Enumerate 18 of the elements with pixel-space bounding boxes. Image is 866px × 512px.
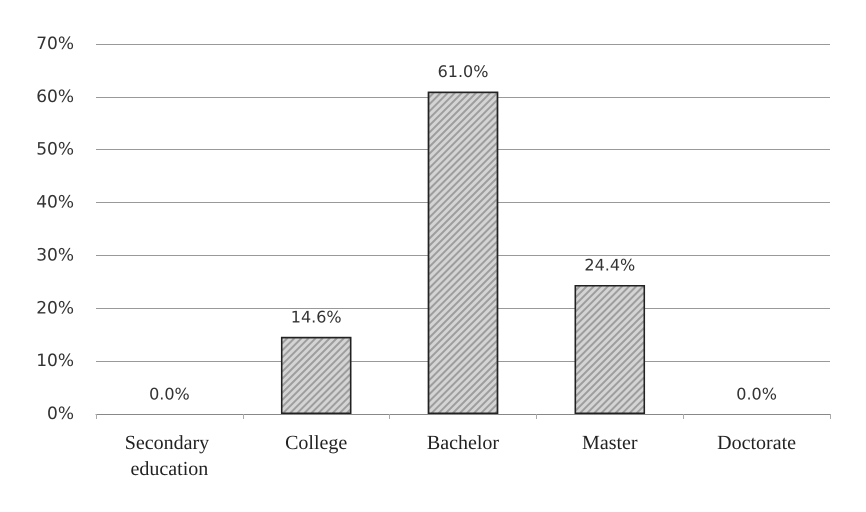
y-tick-label: 50% bbox=[36, 140, 74, 160]
x-tick-label: Doctorate bbox=[717, 432, 796, 454]
data-label: 0.0% bbox=[736, 384, 777, 404]
x-tick-label: Master bbox=[582, 432, 638, 454]
y-tick-label: 10% bbox=[36, 351, 74, 372]
data-label: 0.0% bbox=[149, 384, 190, 404]
y-tick-label: 70% bbox=[36, 34, 74, 54]
y-tick-label: 60% bbox=[36, 86, 74, 107]
y-tick-label: 0% bbox=[47, 404, 74, 424]
x-tick-label: Secondary education bbox=[124, 432, 214, 480]
y-tick-label: 40% bbox=[36, 192, 74, 213]
y-tick-label: 30% bbox=[36, 245, 74, 266]
data-label: 24.4% bbox=[584, 256, 636, 275]
data-label: 14.6% bbox=[290, 307, 342, 326]
y-tick-label: 20% bbox=[36, 298, 74, 318]
data-label: 61.0% bbox=[438, 62, 488, 82]
x-tick-label: Bachelor bbox=[426, 432, 500, 454]
x-tick-label: College bbox=[285, 432, 348, 454]
